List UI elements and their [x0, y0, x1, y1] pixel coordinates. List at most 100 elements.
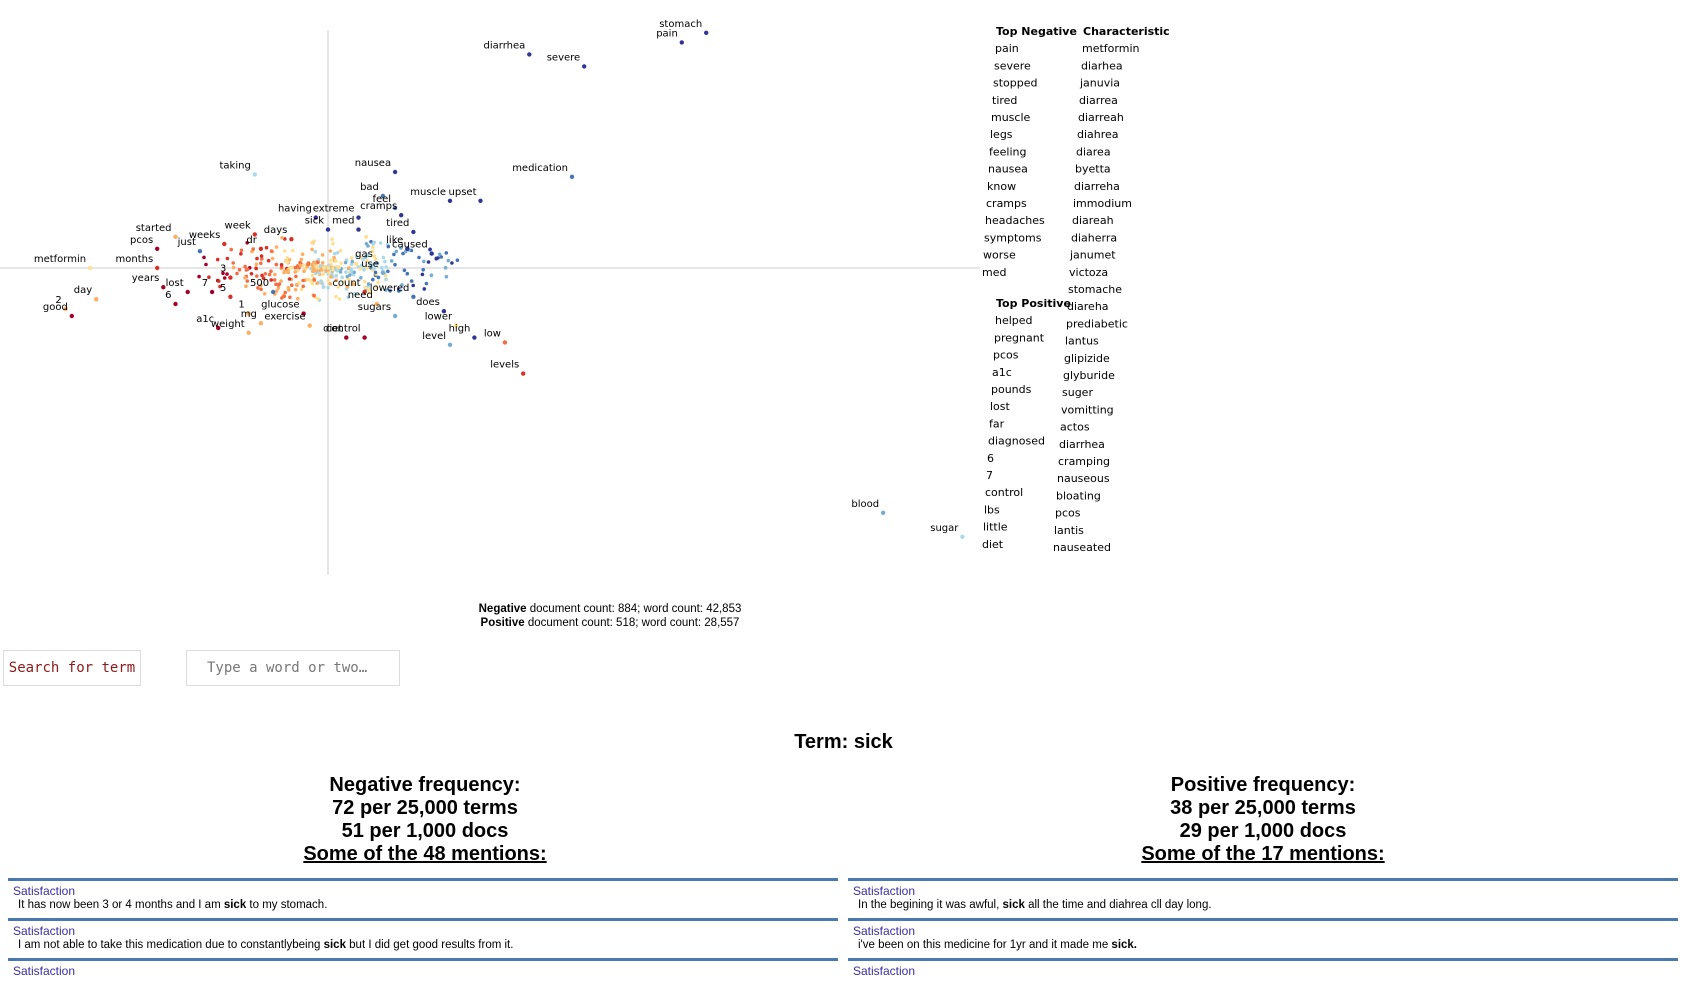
point-blood[interactable] [880, 510, 886, 515]
snippet-category[interactable]: Satisfaction [13, 924, 76, 938]
characteristic-term[interactable]: diaherra [1071, 231, 1117, 244]
point-caused[interactable] [429, 251, 434, 256]
point-label[interactable]: glucose [261, 300, 299, 311]
point-label[interactable]: diarrhea [484, 40, 526, 51]
characteristic-term[interactable]: glipizide [1064, 352, 1110, 365]
point-label[interactable]: years [132, 273, 160, 284]
point-a1c[interactable] [216, 325, 221, 331]
point-weight[interactable] [246, 330, 251, 335]
point-label[interactable]: tired [386, 218, 409, 229]
point-lost[interactable] [185, 289, 190, 295]
characteristic-term[interactable]: lantis [1054, 524, 1084, 537]
point-label[interactable]: 5 [220, 283, 226, 294]
point-does[interactable] [441, 309, 447, 314]
characteristic-term[interactable]: victoza [1069, 266, 1108, 279]
point-500[interactable] [270, 289, 276, 295]
characteristic-term[interactable]: diarreha [1074, 180, 1120, 193]
top-negative-term[interactable]: know [987, 180, 1016, 193]
search-input[interactable] [186, 650, 400, 686]
characteristic-term[interactable]: diarreah [1078, 111, 1124, 124]
snippet-category[interactable]: Satisfaction [13, 884, 76, 898]
point-label[interactable]: taking [219, 160, 250, 171]
characteristic-term[interactable]: diareha [1067, 300, 1109, 313]
top-negative-term[interactable]: tired [992, 94, 1017, 107]
point-label[interactable]: levels [490, 360, 519, 371]
point-pain[interactable] [679, 40, 684, 45]
point-label[interactable]: 6 [165, 290, 171, 301]
point-sugars[interactable] [392, 313, 398, 319]
point-label[interactable]: lost [166, 278, 184, 289]
point-label[interactable]: low [484, 328, 501, 339]
point-feel[interactable] [392, 205, 398, 211]
point-days[interactable] [289, 237, 294, 242]
point-label[interactable]: med [332, 216, 354, 227]
point-label[interactable]: count [332, 278, 360, 289]
top-positive-term[interactable]: pounds [991, 383, 1032, 396]
characteristic-term[interactable]: glyburide [1063, 369, 1115, 382]
point-label[interactable]: sick [305, 216, 324, 227]
point-label[interactable]: sugar [930, 523, 959, 534]
point-label[interactable]: bad [360, 182, 379, 193]
top-negative-term[interactable]: headaches [985, 214, 1045, 227]
characteristic-term[interactable]: bloating [1056, 489, 1101, 502]
characteristic-term[interactable]: immodium [1073, 197, 1132, 210]
point-label[interactable]: diet [323, 324, 342, 335]
characteristic-term[interactable]: janumet [1069, 249, 1116, 262]
point-6[interactable] [173, 301, 178, 307]
point-label[interactable]: 3 [220, 264, 226, 275]
point-label[interactable]: gas [355, 249, 373, 260]
point-label[interactable]: metformin [34, 254, 86, 265]
top-positive-term[interactable]: a1c [992, 366, 1012, 379]
point-bad[interactable] [380, 193, 386, 199]
point-label[interactable]: level [422, 331, 446, 342]
point-lower[interactable] [453, 323, 459, 328]
point-label[interactable]: having [278, 204, 312, 215]
characteristic-term[interactable]: stomache [1068, 283, 1122, 296]
point-sugar[interactable] [960, 534, 965, 539]
point-label[interactable]: nausea [355, 158, 391, 169]
point-1[interactable] [246, 311, 251, 316]
point-label[interactable]: need [348, 290, 373, 301]
point-label[interactable]: pcos [130, 235, 153, 246]
characteristic-term[interactable]: byetta [1075, 163, 1111, 176]
top-negative-term[interactable]: feeling [989, 145, 1026, 158]
point-label[interactable]: caused [392, 240, 428, 251]
characteristic-term[interactable]: pcos [1055, 507, 1081, 520]
point-control[interactable] [362, 335, 367, 340]
point-label[interactable]: a1c [196, 314, 214, 325]
point-taking[interactable] [252, 172, 257, 177]
top-positive-term[interactable]: little [983, 521, 1008, 534]
point-label[interactable]: exercise [264, 312, 305, 323]
characteristic-term[interactable]: actos [1060, 421, 1090, 434]
point-label[interactable]: weeks [189, 230, 220, 241]
top-positive-term[interactable]: helped [995, 314, 1033, 327]
top-positive-term[interactable]: diet [982, 538, 1004, 551]
point-need[interactable] [374, 301, 379, 307]
top-negative-term[interactable]: severe [994, 59, 1031, 72]
point-3[interactable] [228, 275, 233, 280]
top-positive-term[interactable]: pcos [993, 349, 1019, 362]
point-label[interactable]: extreme [313, 204, 355, 215]
characteristic-term[interactable]: diareah [1072, 214, 1114, 227]
point-like[interactable] [405, 246, 410, 251]
point-label[interactable]: sugars [358, 302, 391, 313]
top-negative-term[interactable]: pain [995, 42, 1019, 55]
point-diet[interactable] [344, 335, 349, 340]
point-stomach[interactable] [704, 30, 709, 35]
point-diarrhea[interactable] [527, 52, 532, 57]
point-label[interactable]: upset [449, 187, 477, 198]
characteristic-term[interactable]: nauseous [1057, 472, 1110, 485]
point-months[interactable] [155, 265, 160, 271]
point-low[interactable] [502, 340, 508, 345]
point-label[interactable]: 1 [238, 300, 244, 311]
point-sick[interactable] [325, 227, 331, 232]
point-label[interactable]: 500 [250, 278, 269, 289]
point-7[interactable] [209, 289, 215, 295]
top-negative-term[interactable]: med [982, 266, 1006, 279]
point-high[interactable] [472, 335, 477, 340]
point-label[interactable]: mg [241, 309, 257, 320]
point-exercise[interactable] [307, 323, 312, 328]
point-2[interactable] [63, 306, 68, 311]
characteristic-term[interactable]: diarrea [1079, 94, 1118, 107]
